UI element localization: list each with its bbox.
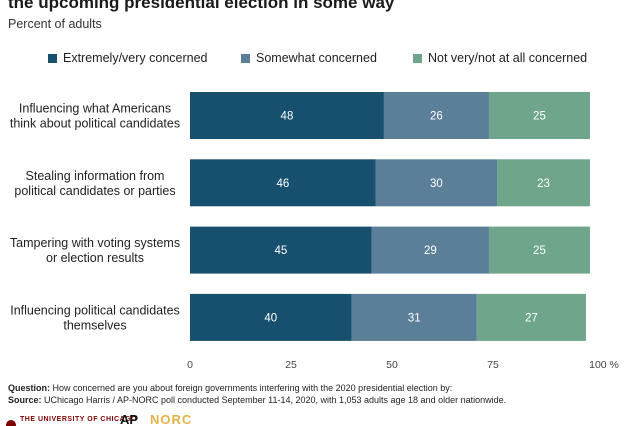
uchicago-seal-icon — [6, 420, 16, 426]
bar-segment — [190, 92, 384, 139]
bar-segment — [488, 92, 590, 139]
x-tick-label: 50 — [386, 359, 398, 371]
category-label: Stealing information from political candi… — [14, 169, 175, 198]
category-label-line: themselves — [63, 318, 126, 332]
bar-segment — [190, 226, 372, 274]
category-label-line: or election results — [46, 251, 144, 265]
source-text: UChicago Harris / AP-NORC poll conducted… — [41, 394, 507, 405]
legend-item-extremely: Extremely/very concerned — [48, 51, 208, 65]
legend-label-not-very: Not very/not at all concerned — [428, 51, 588, 65]
data-label: 30 — [430, 178, 443, 190]
legend-item-not-very: Not very/not at all concerned — [413, 51, 587, 65]
question-text: How concerned are you about foreign gove… — [50, 383, 453, 393]
source-note: Source: UChicago Harris / AP-NORC poll c… — [8, 395, 506, 407]
data-label: 25 — [533, 111, 546, 123]
bar-segment — [497, 159, 590, 207]
data-label: 31 — [408, 312, 421, 324]
legend-swatch-somewhat — [241, 53, 250, 63]
legend-label-somewhat: Somewhat concerned — [256, 51, 377, 65]
legend-label-extremely: Extremely/very concerned — [63, 51, 208, 65]
source-label: Source: — [8, 394, 42, 405]
bar-segment — [190, 293, 352, 341]
legend: Extremely/very concerned Somewhat concer… — [0, 51, 624, 69]
bar-segment — [375, 159, 498, 207]
data-label: 27 — [525, 312, 538, 324]
data-label: 45 — [275, 245, 288, 257]
category-label: Influencing what Americans think about po… — [10, 102, 180, 131]
question-label: Question: — [8, 383, 50, 393]
logo-strip: THE UNIVERSITY OF CHICAGO AP NORC — [0, 414, 624, 426]
category-label-line: Influencing what Americans — [19, 102, 171, 116]
data-label: 48 — [281, 111, 294, 123]
data-label: 46 — [277, 178, 290, 190]
bar-segment — [351, 293, 477, 341]
x-tick-label: 0 — [187, 359, 193, 371]
x-tick-label: 75 — [487, 359, 499, 371]
chart-subtitle: Percent of adults — [8, 17, 102, 31]
data-label: 29 — [424, 245, 437, 257]
uchicago-logo: THE UNIVERSITY OF CHICAGO — [20, 416, 137, 423]
data-label: 25 — [533, 245, 546, 257]
legend-item-somewhat: Somewhat concerned — [241, 51, 377, 65]
legend-swatch-not-very — [413, 53, 422, 63]
data-label: 23 — [537, 178, 550, 190]
bar-segment — [488, 226, 590, 274]
category-label-line: think about political candidates — [10, 117, 180, 131]
data-label: 26 — [430, 111, 443, 123]
category-label-line: Influencing political candidates — [10, 303, 180, 317]
bar-segment — [383, 92, 489, 139]
x-tick-label: 100 % — [589, 359, 619, 371]
chart-title: the upcoming presidential election in so… — [8, 0, 395, 12]
norc-logo: NORC — [150, 414, 193, 426]
category-label-line: Tampering with voting systems — [10, 236, 180, 250]
x-tick-label: 25 — [285, 359, 297, 371]
bar-segment — [190, 159, 376, 207]
category-label: Influencing political candidates themselv… — [10, 303, 180, 332]
ap-logo: AP — [120, 414, 139, 426]
question-note: Question: How concerned are you about fo… — [8, 383, 506, 395]
data-label: 40 — [264, 312, 277, 324]
chart-notes: Question: How concerned are you about fo… — [8, 383, 506, 406]
category-label: Tampering with voting systems or election… — [10, 236, 180, 265]
category-label-line: Stealing information from — [26, 169, 165, 183]
bar-segment — [371, 226, 489, 274]
category-label-line: political candidates or parties — [14, 184, 175, 198]
legend-swatch-extremely — [48, 53, 57, 63]
stacked-bar-chart: Influencing what Americans think about po… — [10, 92, 619, 371]
bar-segment — [476, 293, 586, 341]
